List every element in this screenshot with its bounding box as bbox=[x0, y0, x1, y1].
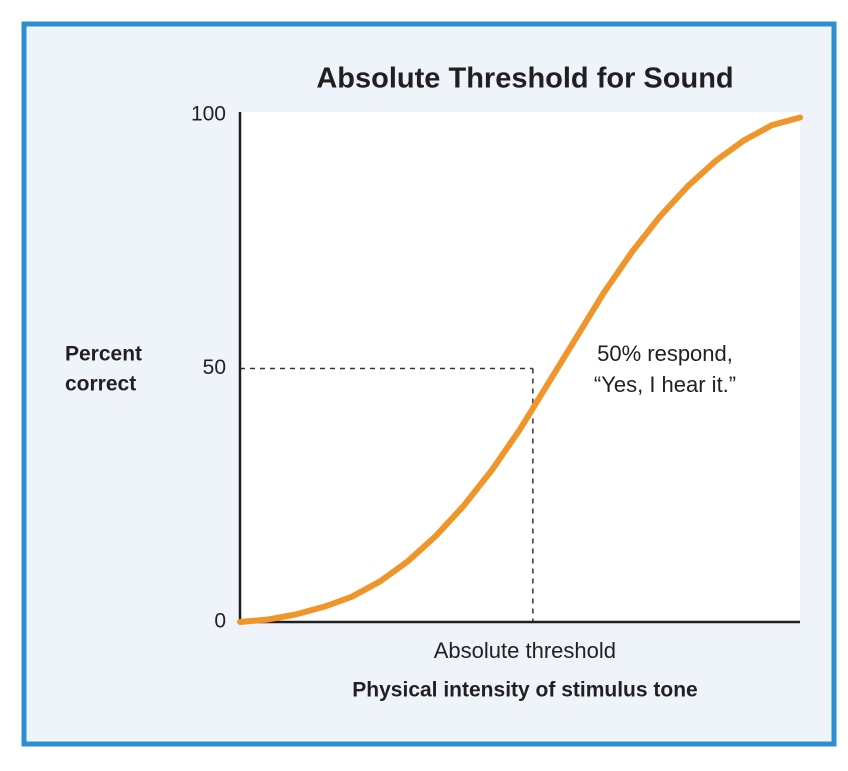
plot-area bbox=[240, 112, 800, 622]
y-tick-label: 50 bbox=[203, 356, 226, 379]
x-axis-label: Physical intensity of stimulus tone bbox=[352, 679, 697, 702]
chart-title: Absolute Threshold for Sound bbox=[316, 63, 733, 95]
y-axis-label: Percent bbox=[65, 343, 142, 366]
y-tick-label: 0 bbox=[214, 610, 226, 633]
y-tick-label: 100 bbox=[191, 103, 226, 126]
threshold-label: Absolute threshold bbox=[434, 638, 616, 663]
y-axis-label: correct bbox=[65, 373, 136, 396]
annotation: 50% respond, bbox=[597, 341, 733, 366]
annotation: “Yes, I hear it.” bbox=[594, 372, 736, 397]
data-line bbox=[237, 114, 803, 625]
